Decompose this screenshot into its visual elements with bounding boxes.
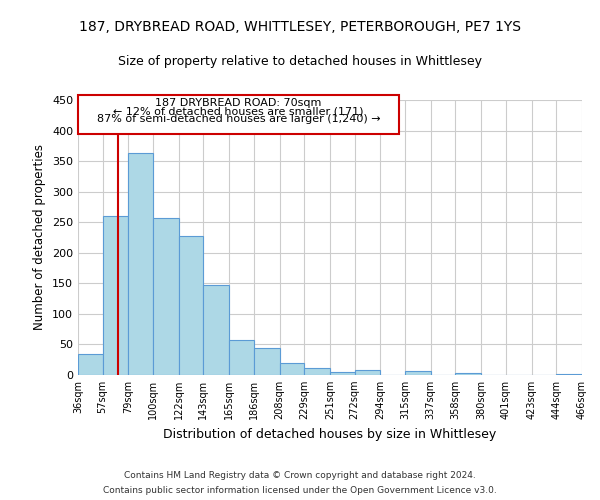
Text: 187 DRYBREAD ROAD: 70sqm: 187 DRYBREAD ROAD: 70sqm: [155, 98, 322, 108]
Bar: [179, 236, 203, 375]
Bar: [330, 372, 355, 375]
Bar: [78, 354, 103, 375]
Bar: [280, 363, 304, 375]
Text: Contains HM Land Registry data © Crown copyright and database right 2024.: Contains HM Land Registry data © Crown c…: [124, 471, 476, 480]
X-axis label: Distribution of detached houses by size in Whittlesey: Distribution of detached houses by size …: [163, 428, 497, 440]
Bar: [556, 374, 582, 375]
Text: 87% of semi-detached houses are larger (1,240) →: 87% of semi-detached houses are larger (…: [97, 114, 380, 124]
Text: ← 12% of detached houses are smaller (171): ← 12% of detached houses are smaller (17…: [113, 106, 364, 116]
Bar: [254, 348, 280, 375]
Bar: [128, 153, 153, 375]
Bar: [455, 373, 481, 375]
Y-axis label: Number of detached properties: Number of detached properties: [34, 144, 46, 330]
Bar: [229, 340, 254, 375]
Text: Size of property relative to detached houses in Whittlesey: Size of property relative to detached ho…: [118, 55, 482, 68]
Bar: [203, 284, 229, 375]
Text: 187, DRYBREAD ROAD, WHITTLESEY, PETERBOROUGH, PE7 1YS: 187, DRYBREAD ROAD, WHITTLESEY, PETERBOR…: [79, 20, 521, 34]
Bar: [304, 368, 330, 375]
Bar: [153, 218, 179, 375]
Text: Contains public sector information licensed under the Open Government Licence v3: Contains public sector information licen…: [103, 486, 497, 495]
Bar: [355, 370, 380, 375]
Bar: [405, 372, 431, 375]
Bar: [103, 216, 128, 375]
FancyBboxPatch shape: [78, 95, 399, 134]
